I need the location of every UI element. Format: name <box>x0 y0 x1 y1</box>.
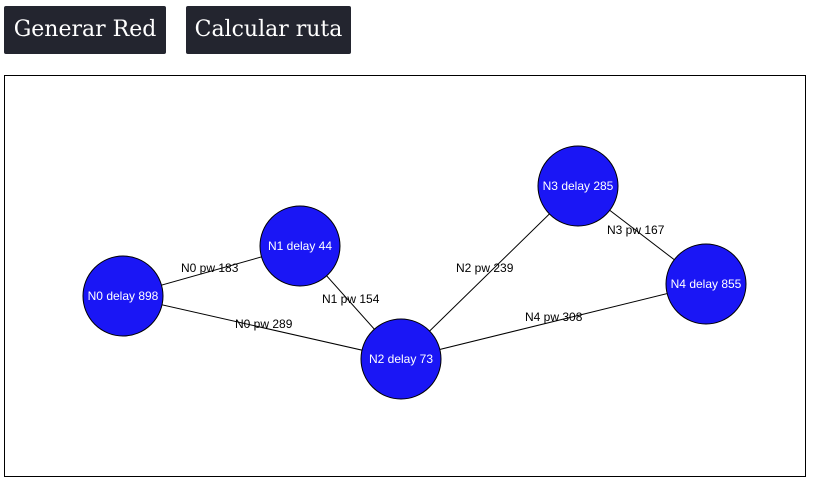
edge-label: N0 pw 183 <box>181 261 239 275</box>
node-n1[interactable]: N1 delay 44 <box>259 205 341 287</box>
node-label: N3 delay 285 <box>543 179 614 193</box>
network-canvas[interactable]: N0 pw 183 N0 pw 289 N1 pw 154 N2 pw 239 N4 p… <box>4 75 806 477</box>
node-n0[interactable]: N0 delay 898 <box>82 255 164 337</box>
edge-label: N4 pw 308 <box>525 310 583 324</box>
node-n3[interactable]: N3 delay 285 <box>537 145 619 227</box>
generate-network-button[interactable]: Generar Red <box>4 6 166 54</box>
node-n4[interactable]: N4 delay 855 <box>665 243 747 325</box>
node-label: N1 delay 44 <box>268 239 332 253</box>
edge-n0-n2 <box>122 295 402 360</box>
node-label: N4 delay 855 <box>671 277 742 291</box>
node-circle[interactable] <box>259 205 341 287</box>
node-circle[interactable] <box>360 318 442 400</box>
edge-label: N1 pw 154 <box>322 292 380 306</box>
network-graph: N0 pw 183 N0 pw 289 N1 pw 154 N2 pw 239 N4 p… <box>82 145 747 400</box>
node-circle[interactable] <box>537 145 619 227</box>
node-n2[interactable]: N2 delay 73 <box>360 318 442 400</box>
calculate-route-button[interactable]: Calcular ruta <box>186 6 351 54</box>
edge-label: N3 pw 167 <box>607 223 665 237</box>
nodes-layer: N0 delay 898 N1 delay 44 N2 delay 73 N3 del… <box>82 145 747 400</box>
node-label: N0 delay 898 <box>88 289 159 303</box>
node-label: N2 delay 73 <box>369 352 433 366</box>
node-circle[interactable] <box>665 243 747 325</box>
edge-n2-n4 <box>400 283 707 360</box>
toolbar: Generar Red Calcular ruta <box>0 0 816 60</box>
edge-n2-n3 <box>400 185 579 360</box>
edge-label: N2 pw 239 <box>456 261 514 275</box>
edge-label: N0 pw 289 <box>235 317 293 331</box>
node-circle[interactable] <box>82 255 164 337</box>
